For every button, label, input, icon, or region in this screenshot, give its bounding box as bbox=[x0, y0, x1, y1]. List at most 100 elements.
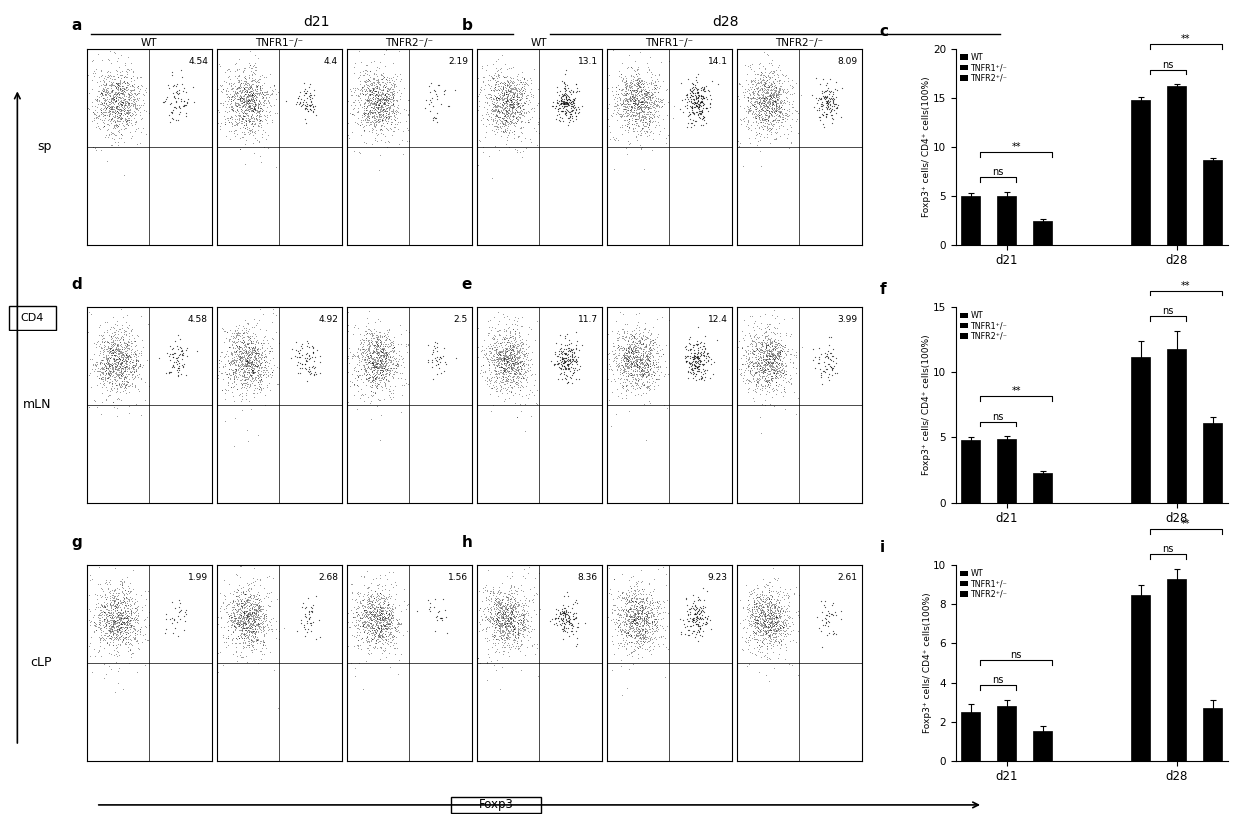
Point bbox=[496, 325, 516, 338]
Point bbox=[632, 599, 652, 612]
Point bbox=[221, 83, 241, 96]
Point bbox=[367, 124, 387, 137]
Point bbox=[100, 624, 120, 637]
Point bbox=[249, 150, 269, 163]
Point bbox=[501, 92, 521, 105]
Point bbox=[246, 372, 265, 385]
Point bbox=[115, 380, 135, 393]
Point bbox=[228, 342, 248, 355]
Point bbox=[378, 607, 398, 620]
Point bbox=[97, 576, 117, 589]
Point bbox=[92, 83, 112, 97]
Point bbox=[742, 355, 761, 368]
Point bbox=[683, 624, 703, 637]
Point bbox=[129, 98, 149, 111]
Point bbox=[246, 622, 265, 635]
Point bbox=[742, 587, 761, 600]
Point bbox=[611, 68, 631, 81]
Point bbox=[620, 83, 640, 97]
Point bbox=[683, 338, 703, 351]
Point bbox=[224, 96, 244, 109]
Point bbox=[206, 591, 226, 605]
Point bbox=[761, 331, 781, 344]
Point bbox=[749, 582, 769, 595]
Point bbox=[247, 593, 267, 606]
Point bbox=[769, 349, 789, 362]
Point bbox=[370, 433, 389, 446]
Point bbox=[761, 102, 781, 115]
Point bbox=[636, 112, 656, 125]
Point bbox=[554, 621, 574, 634]
Point bbox=[103, 94, 123, 107]
Point bbox=[97, 128, 117, 142]
Point bbox=[626, 612, 646, 625]
Point bbox=[341, 98, 361, 111]
Point bbox=[629, 606, 649, 619]
Point bbox=[644, 609, 663, 622]
Point bbox=[372, 371, 392, 384]
Point bbox=[649, 563, 668, 576]
Point bbox=[735, 363, 755, 376]
Point bbox=[350, 343, 370, 356]
Point bbox=[383, 97, 403, 110]
Text: f: f bbox=[879, 282, 887, 298]
Point bbox=[95, 359, 115, 372]
Point bbox=[365, 625, 384, 638]
Point bbox=[737, 85, 756, 98]
Point bbox=[348, 371, 368, 384]
Point bbox=[701, 97, 720, 110]
Point bbox=[99, 353, 119, 366]
Point bbox=[384, 79, 404, 92]
Point bbox=[94, 379, 114, 392]
Point bbox=[764, 353, 784, 366]
Point bbox=[213, 557, 233, 570]
Point bbox=[231, 645, 250, 658]
Point bbox=[489, 596, 508, 609]
Point bbox=[503, 380, 523, 393]
Point bbox=[346, 593, 366, 606]
Point bbox=[635, 366, 655, 380]
Point bbox=[219, 333, 239, 346]
Point bbox=[508, 97, 528, 110]
Point bbox=[104, 618, 124, 631]
Point bbox=[381, 362, 401, 375]
Point bbox=[241, 591, 260, 604]
Point bbox=[498, 320, 518, 333]
Point bbox=[811, 595, 831, 608]
Point bbox=[367, 605, 387, 618]
Point bbox=[232, 404, 252, 417]
Point bbox=[613, 360, 632, 373]
Point bbox=[231, 637, 250, 650]
Point bbox=[620, 112, 640, 125]
Point bbox=[748, 621, 768, 634]
Point bbox=[486, 94, 506, 107]
Point bbox=[241, 347, 260, 360]
Point bbox=[631, 363, 651, 376]
Point bbox=[373, 344, 393, 357]
Point bbox=[495, 370, 515, 383]
Point bbox=[374, 636, 394, 649]
Point bbox=[739, 590, 759, 603]
Point bbox=[630, 631, 650, 645]
Point bbox=[503, 622, 523, 636]
Point bbox=[219, 362, 239, 375]
Point bbox=[363, 360, 383, 373]
Point bbox=[625, 609, 645, 622]
Point bbox=[626, 354, 646, 367]
Point bbox=[381, 336, 401, 349]
Point bbox=[782, 617, 802, 630]
Point bbox=[749, 110, 769, 123]
Point bbox=[769, 614, 789, 627]
Point bbox=[363, 106, 383, 119]
Point bbox=[236, 72, 255, 85]
Point bbox=[507, 89, 527, 102]
Point bbox=[242, 615, 262, 628]
Point bbox=[758, 353, 777, 366]
Point bbox=[490, 83, 510, 97]
Point bbox=[99, 366, 119, 380]
Point bbox=[756, 642, 776, 655]
Point bbox=[750, 358, 770, 371]
Point bbox=[372, 115, 392, 128]
Point bbox=[103, 115, 123, 128]
Point bbox=[749, 639, 769, 652]
